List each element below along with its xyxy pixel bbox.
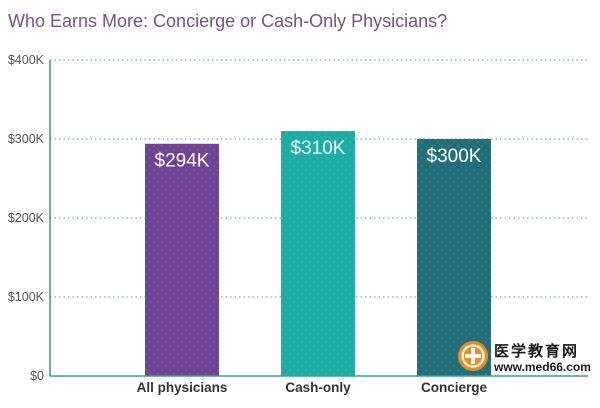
watermark-url-text: www.med66.com: [493, 360, 591, 374]
y-tick-label: $100K: [8, 290, 45, 304]
bars: $294K $310K $300K: [145, 131, 491, 376]
y-axis-ticks: $0 $100K $200K $300K $400K: [8, 53, 45, 383]
bar-texture: [281, 131, 355, 376]
bar-value-label: $310K: [291, 138, 346, 159]
bar-texture: [145, 143, 219, 376]
x-category-label: Cash-only: [285, 380, 351, 395]
y-tick-label: $400K: [8, 53, 45, 67]
y-tick-label: $300K: [8, 132, 45, 146]
x-category-label: Concierge: [421, 380, 488, 395]
x-axis-categories: All physicians Cash-only Concierge: [137, 380, 488, 395]
x-category-label: All physicians: [137, 380, 228, 395]
bar-texture: [417, 139, 491, 376]
bar-value-label: $294K: [155, 151, 210, 172]
watermark: 医学教育网 www.med66.com: [458, 341, 591, 374]
bar-value-label: $300K: [427, 146, 482, 167]
chart-title: Who Earns More: Concierge or Cash-Only P…: [8, 11, 447, 31]
watermark-logo-icon: [458, 341, 488, 371]
watermark-chinese-text: 医学教育网: [494, 342, 579, 360]
y-tick-label: $200K: [8, 211, 45, 225]
y-tick-label: $0: [30, 369, 44, 383]
